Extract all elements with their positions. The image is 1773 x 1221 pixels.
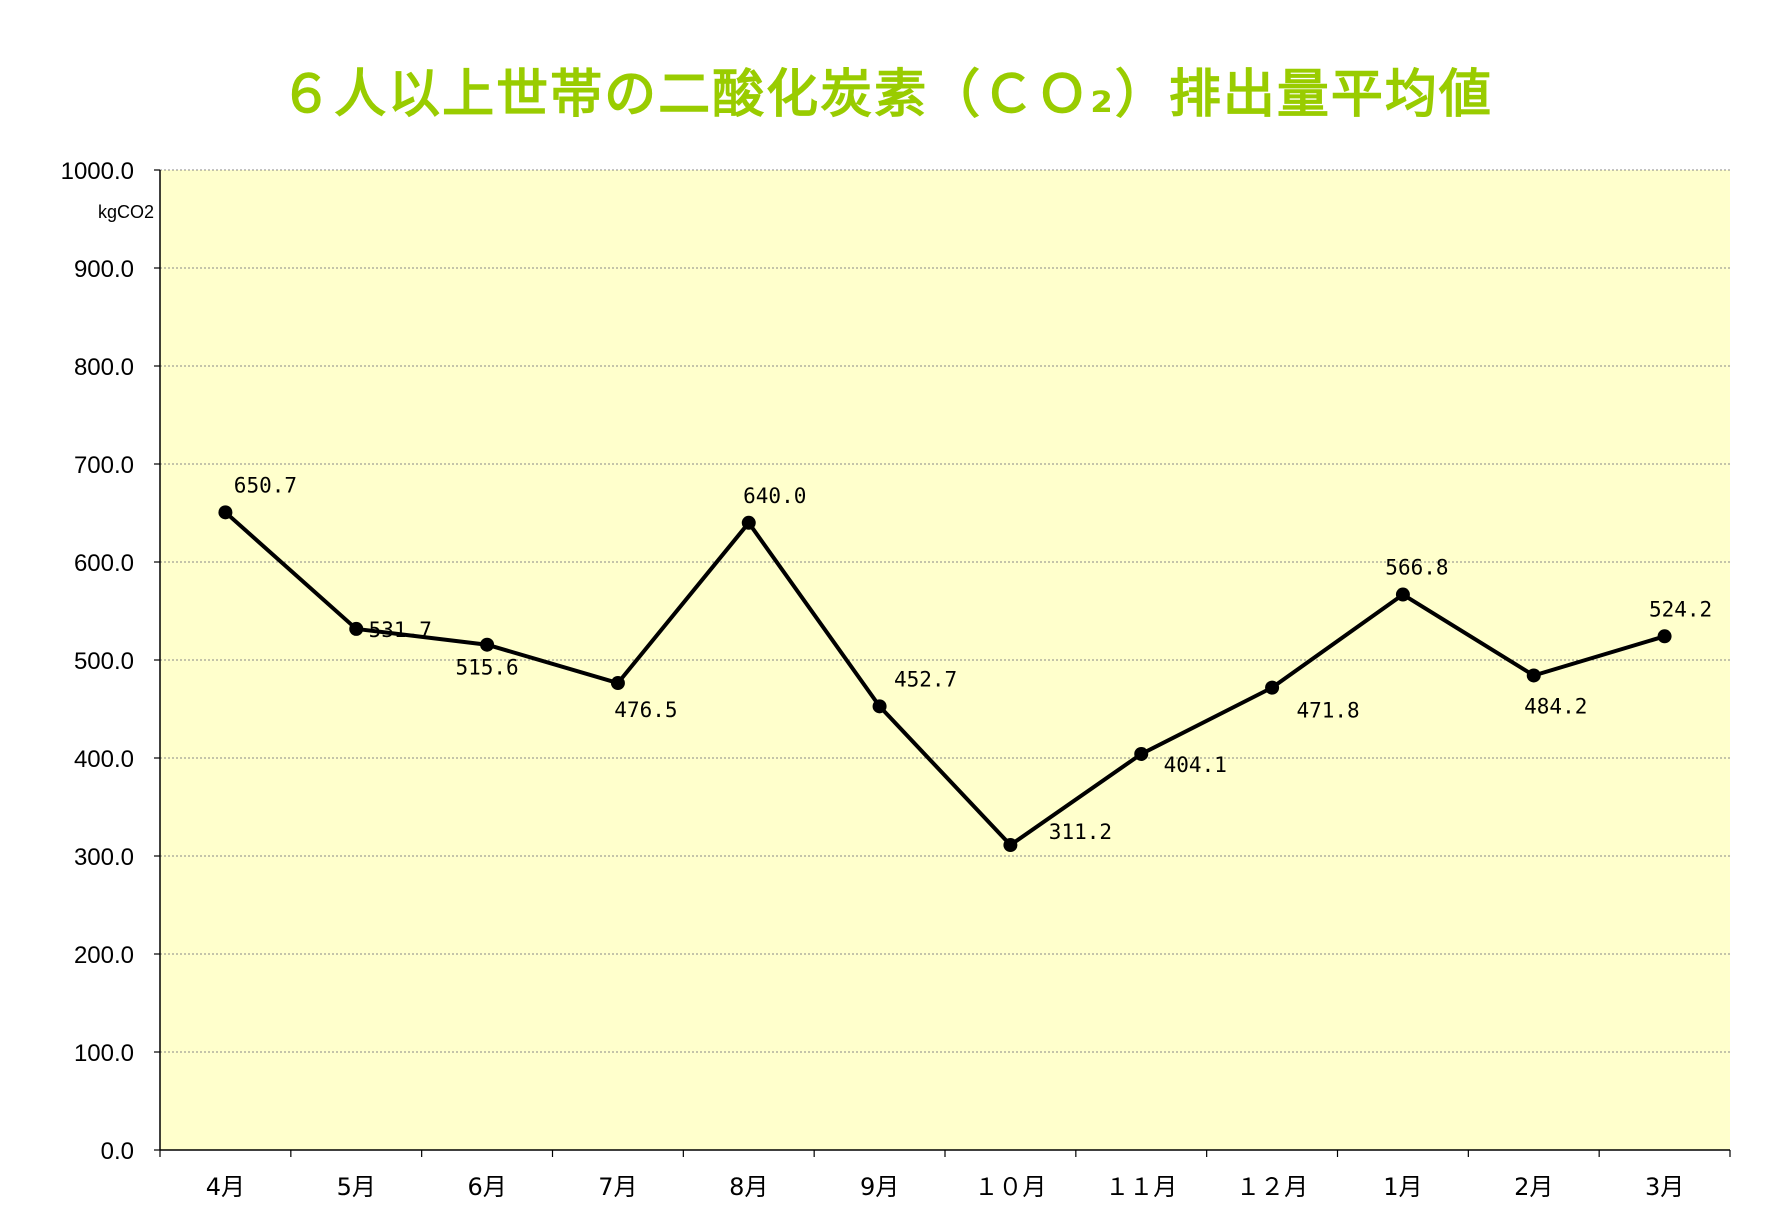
y-tick-label: 400.0 bbox=[74, 746, 134, 773]
x-tick-label: 1月 bbox=[1383, 1173, 1422, 1201]
y-tick-label: 0.0 bbox=[101, 1138, 134, 1165]
data-label: 404.1 bbox=[1164, 753, 1227, 777]
data-point bbox=[218, 505, 233, 520]
data-markers bbox=[218, 505, 1672, 853]
data-label: 531.7 bbox=[369, 618, 432, 642]
data-point bbox=[349, 621, 364, 636]
data-point bbox=[1395, 587, 1410, 602]
data-point bbox=[480, 637, 495, 652]
y-axis-ticks: 0.0 100.0 200.0 300.0 400.0 500.0 600.0 700.0 80… bbox=[61, 158, 160, 1165]
x-tick-label: 7月 bbox=[598, 1173, 637, 1201]
data-label: 311.2 bbox=[1049, 820, 1112, 844]
x-tick-label: 2月 bbox=[1514, 1173, 1553, 1201]
data-point bbox=[1265, 680, 1280, 695]
chart-title: ６人以上世帯の二酸化炭素（ＣＯ₂）排出量平均値 bbox=[280, 65, 1493, 125]
y-tick-label: 300.0 bbox=[74, 844, 134, 871]
x-tick-label: 3月 bbox=[1645, 1173, 1684, 1201]
x-tick-label: 9月 bbox=[860, 1173, 899, 1201]
data-label: 524.2 bbox=[1649, 597, 1712, 621]
data-labels: 650.7 531.7 515.6 476.5 640.0 452.7 311.2 404.1… bbox=[234, 473, 1712, 844]
series-line bbox=[224, 510, 1666, 848]
y-axis-unit-label: kgCO2 bbox=[98, 202, 154, 222]
data-point bbox=[1134, 746, 1149, 761]
data-label: 476.5 bbox=[614, 698, 677, 722]
x-tick-label: １１月 bbox=[1105, 1173, 1177, 1201]
x-tick-label: １２月 bbox=[1236, 1173, 1308, 1201]
data-point bbox=[1657, 629, 1672, 644]
x-tick-label: 6月 bbox=[467, 1173, 506, 1201]
data-point bbox=[610, 676, 625, 691]
x-tick-label: １０月 bbox=[974, 1173, 1046, 1201]
data-point bbox=[872, 699, 887, 714]
x-tick-label: 4月 bbox=[206, 1173, 245, 1201]
y-tick-label: 700.0 bbox=[74, 452, 134, 479]
x-tick-label: 5月 bbox=[337, 1173, 376, 1201]
data-point bbox=[1003, 838, 1018, 853]
gridlines bbox=[160, 169, 1730, 1053]
y-tick-label: 500.0 bbox=[74, 648, 134, 675]
x-tick-label: 8月 bbox=[729, 1173, 768, 1201]
y-tick-label: 900.0 bbox=[74, 256, 134, 283]
data-label: 515.6 bbox=[455, 656, 518, 680]
y-tick-label: 600.0 bbox=[74, 550, 134, 577]
data-point bbox=[741, 515, 756, 530]
x-axis-ticks: 4月 5月 6月 7月 8月 9月 １０月 １１月 １２月 1月 2月 3月 bbox=[159, 1150, 1731, 1201]
data-label: 566.8 bbox=[1385, 556, 1448, 580]
y-tick-label: 200.0 bbox=[74, 942, 134, 969]
data-label: 650.7 bbox=[234, 473, 297, 497]
y-tick-label: 800.0 bbox=[74, 354, 134, 381]
y-tick-label: 100.0 bbox=[74, 1040, 134, 1067]
y-tick-label: 1000.0 bbox=[61, 158, 134, 185]
data-label: 484.2 bbox=[1524, 694, 1587, 718]
data-label: 452.7 bbox=[894, 667, 957, 691]
data-label: 471.8 bbox=[1296, 699, 1359, 723]
data-point bbox=[1526, 668, 1541, 683]
data-label: 640.0 bbox=[743, 484, 806, 508]
